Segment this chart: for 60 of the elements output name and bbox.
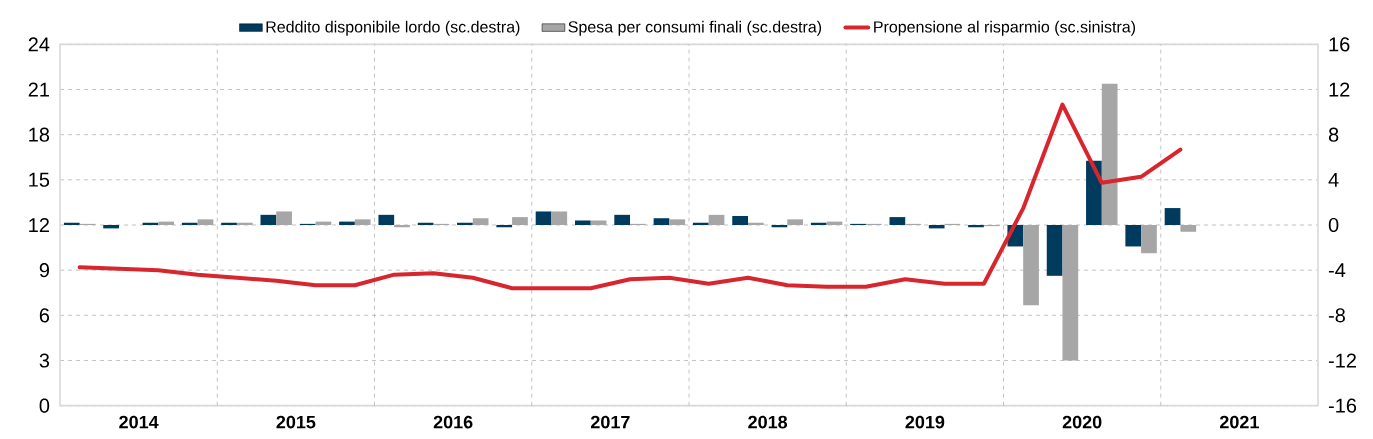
bar xyxy=(339,221,355,225)
bar xyxy=(590,220,607,225)
x-tick-label: 2020 xyxy=(1062,415,1102,429)
bar xyxy=(103,225,119,229)
bar xyxy=(276,211,292,225)
legend-label: Reddito disponibile lordo (sc.destra) xyxy=(266,20,520,36)
bar xyxy=(575,220,591,225)
x-tick-label: 2017 xyxy=(590,415,630,429)
bar xyxy=(928,225,945,229)
x-tick-label: 2016 xyxy=(433,415,473,429)
bar xyxy=(512,217,528,225)
bar xyxy=(378,214,395,225)
bar xyxy=(197,219,214,225)
y-tick-label: 6 xyxy=(39,308,50,323)
bar xyxy=(354,219,371,225)
y2-tick-label: 0 xyxy=(1328,217,1339,233)
bar xyxy=(1180,225,1197,232)
y2-tick-label: -12 xyxy=(1328,353,1356,368)
bar xyxy=(653,218,670,225)
x-tick-label: 2015 xyxy=(276,415,316,429)
bar xyxy=(787,219,804,225)
bar xyxy=(708,214,725,225)
y-tick-label: 12 xyxy=(29,218,49,232)
y-tick-label: 3 xyxy=(39,353,50,368)
bar xyxy=(732,215,748,225)
y2-tick-label: -8 xyxy=(1328,308,1345,323)
bar xyxy=(158,221,175,225)
y2-tick-label: -16 xyxy=(1328,398,1357,413)
y-tick-label: 21 xyxy=(28,82,49,97)
bar xyxy=(1086,160,1102,225)
legend-label: Spesa per consumi finali (sc.destra) xyxy=(568,20,822,36)
y2-tick-label: 12 xyxy=(1329,82,1350,97)
bar xyxy=(260,214,277,225)
bar xyxy=(1141,225,1157,254)
bar xyxy=(889,217,906,225)
bar xyxy=(1125,225,1142,247)
bar xyxy=(1164,208,1181,225)
y-tick-label: 18 xyxy=(29,127,50,142)
bar xyxy=(1101,83,1118,225)
y2-tick-label: 8 xyxy=(1328,127,1339,142)
x-tick-label: 2021 xyxy=(1219,415,1259,429)
x-tick-label: 2018 xyxy=(748,415,788,429)
y-tick-label: 0 xyxy=(39,398,50,413)
bar xyxy=(535,211,552,225)
bar xyxy=(1062,225,1079,361)
y-tick-label: 24 xyxy=(28,37,50,52)
y-tick-label: 15 xyxy=(29,172,50,187)
bar xyxy=(1046,225,1063,276)
y-tick-label: 9 xyxy=(39,263,49,278)
bar xyxy=(551,211,568,225)
y2-tick-label: 4 xyxy=(1328,172,1339,187)
legend-label: Propensione al risparmio (sc.sinistra) xyxy=(874,20,1136,36)
x-tick-label: 2014 xyxy=(119,415,159,429)
bar xyxy=(1023,225,1039,306)
y2-tick-label: -4 xyxy=(1328,263,1346,278)
bar xyxy=(614,214,631,225)
x-tick-label: 2019 xyxy=(905,415,945,429)
y2-tick-label: 16 xyxy=(1329,37,1350,52)
bar xyxy=(472,218,489,225)
bar xyxy=(669,219,686,225)
